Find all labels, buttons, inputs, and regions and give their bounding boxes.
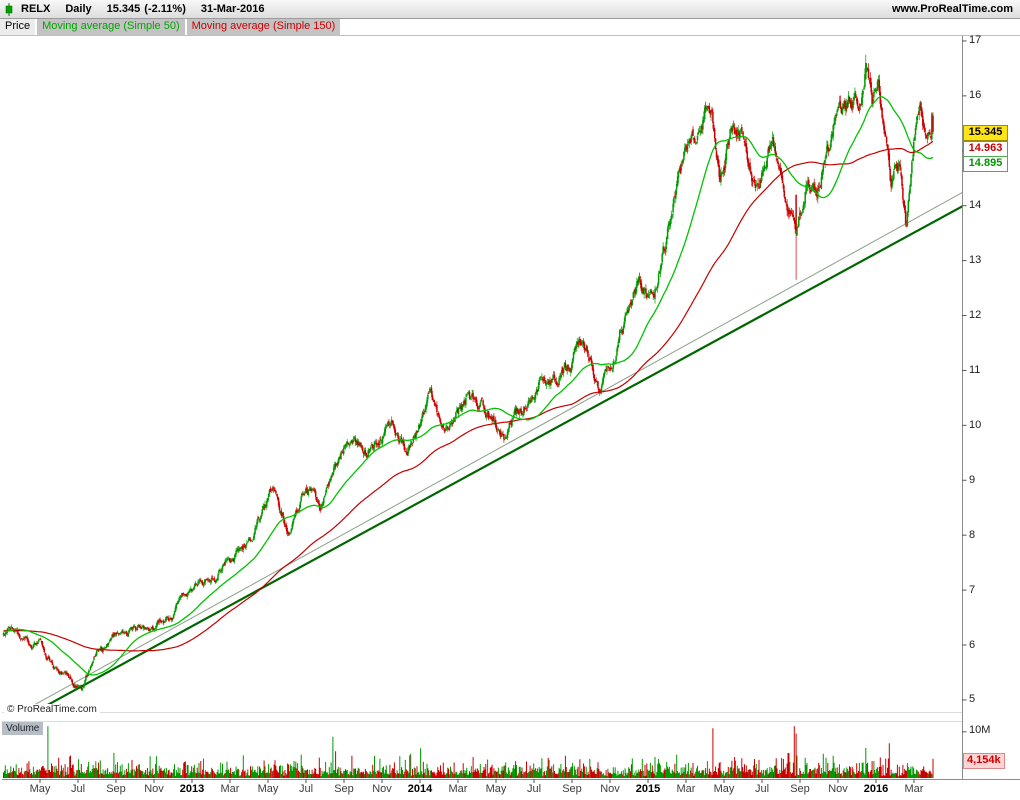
x-axis-label: Mar (220, 783, 240, 795)
ma150-line (3, 140, 934, 652)
tab-moving-average-150[interactable]: Moving average (Simple 150) (186, 19, 341, 35)
x-axis-label: May (713, 783, 735, 795)
y-axis-label: 9 (969, 473, 976, 486)
x-axis-label: Nov (828, 783, 848, 795)
x-axis-label: Nov (144, 783, 164, 795)
x-axis-ticks (39, 779, 915, 783)
y-axis-label: 6 (969, 638, 976, 651)
website-label: www.ProRealTime.com (891, 3, 1013, 15)
x-axis-label: May (29, 783, 51, 795)
y-axis-label: 8 (969, 528, 976, 541)
timeframe-label: Daily (65, 3, 92, 15)
y-axis-label: 7 (969, 583, 976, 596)
x-axis-label: Mar (904, 783, 924, 795)
candle-wicks-up (4, 54, 933, 692)
ma50-line (3, 96, 934, 676)
tab-price[interactable]: Price (0, 19, 36, 35)
price-change: (-2.11%) (144, 3, 186, 15)
ma150-value-badge: 14.963 (963, 141, 1008, 157)
y-axis-label: 16 (969, 89, 982, 102)
volume-bars-up (3, 726, 933, 778)
y-axis-label: 14 (969, 199, 982, 212)
indicator-toolbar: Price Moving average (Simple 50) Moving … (0, 19, 1020, 35)
x-axis-label: Sep (562, 783, 582, 795)
y-axis-label: 10 (969, 418, 982, 431)
session-date: 31-Mar-2016 (200, 3, 265, 15)
price-plot-area (2, 54, 964, 725)
x-axis-label: Jul (526, 783, 542, 795)
instrument-symbol: RELX (21, 3, 51, 15)
x-axis-label: Sep (790, 783, 810, 795)
y-axis-label: 12 (969, 309, 982, 322)
x-axis-label: Sep (106, 783, 126, 795)
x-axis-label: Nov (600, 783, 620, 795)
y-axis-label: 17 (969, 34, 982, 47)
y-axis-label: 5 (969, 693, 976, 706)
volume-scale-label: 10M (969, 724, 991, 736)
x-axis-label: Jul (754, 783, 770, 795)
trendline-support[interactable] (12, 205, 964, 725)
trendline-upper[interactable] (12, 192, 964, 718)
candle-wicks-down (3, 63, 934, 691)
x-axis-label: 2014 (407, 783, 433, 795)
x-axis-label: May (485, 783, 507, 795)
x-axis-label: 2013 (179, 783, 205, 795)
x-axis-label: Jul (70, 783, 86, 795)
x-axis-label: Sep (334, 783, 354, 795)
last-price: 15.345 (106, 3, 141, 15)
x-axis-label: 2015 (635, 783, 661, 795)
y-axis-label: 11 (969, 363, 981, 376)
x-axis-label: Jul (298, 783, 314, 795)
tab-moving-average-50[interactable]: Moving average (Simple 50) (37, 19, 185, 35)
ma50-value-badge: 14.895 (963, 156, 1008, 172)
candle-bodies-up (3, 62, 933, 690)
volume-plot-area (3, 726, 934, 778)
x-axis-label: 2016 (863, 783, 889, 795)
title-bar: RELX Daily 15.345 (-2.11%) 31-Mar-2016 w… (0, 0, 1020, 19)
tab-volume[interactable]: Volume (2, 722, 44, 735)
candle-bodies-down (2, 68, 934, 690)
x-axis-label: May (257, 783, 279, 795)
y-axis-ticks (962, 40, 967, 701)
copyright-watermark: © ProRealTime.com (4, 704, 100, 715)
volume-bars-down (3, 726, 934, 778)
last-price-badge: 15.345 (963, 125, 1008, 141)
volume-value-badge: 4,154k (963, 753, 1005, 769)
x-axis-label: Mar (676, 783, 696, 795)
x-axis-label: Mar (448, 783, 468, 795)
x-axis-label: Nov (372, 783, 392, 795)
candlestick-icon (4, 2, 14, 16)
y-axis-label: 13 (969, 254, 982, 267)
